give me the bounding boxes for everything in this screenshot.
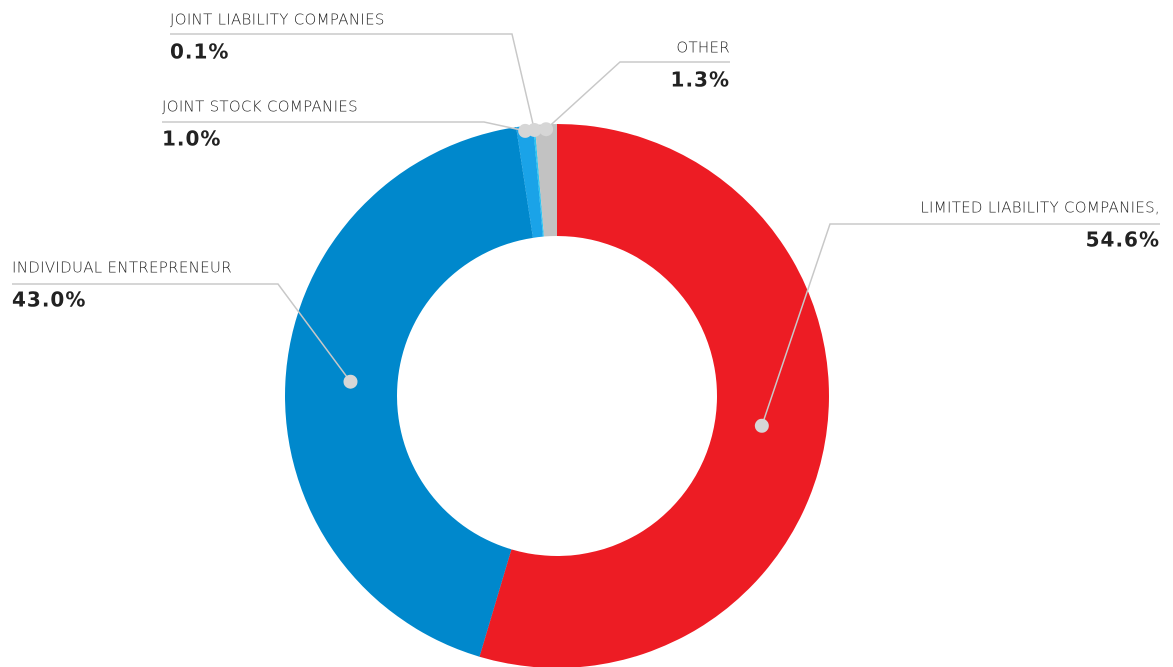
- slice-label: INDIVIDUAL ENTREPRENEUR: [12, 259, 232, 277]
- slice-label: JOINT LIABILITY COMPANIES: [170, 11, 385, 29]
- slice-label: OTHER: [676, 39, 730, 57]
- leader-dot: [539, 122, 554, 137]
- slice-value: 54.6%: [1086, 228, 1160, 252]
- leader-line: [170, 33, 536, 131]
- slice-label: LIMITED LIABILITY COMPANIES,: [920, 199, 1160, 217]
- leader-line: [162, 121, 526, 132]
- slice-value: 43.0%: [12, 288, 86, 312]
- slice-label: JOINT STOCK COMPANIES: [162, 98, 358, 116]
- donut-slice: [534, 124, 557, 237]
- leader-dot: [754, 418, 769, 433]
- leader-dot: [527, 122, 542, 137]
- donut-slice: [284, 127, 533, 657]
- donut-slice: [479, 124, 829, 667]
- slice-value: 0.1%: [170, 40, 229, 64]
- leader-dot: [343, 374, 358, 389]
- donut-slice: [533, 124, 544, 237]
- slice-value: 1.0%: [162, 127, 221, 151]
- donut-slice: [516, 125, 543, 238]
- leader-line: [761, 223, 1160, 427]
- leader-line: [545, 61, 730, 130]
- leader-line: [12, 283, 352, 383]
- slice-value: 1.3%: [671, 68, 730, 92]
